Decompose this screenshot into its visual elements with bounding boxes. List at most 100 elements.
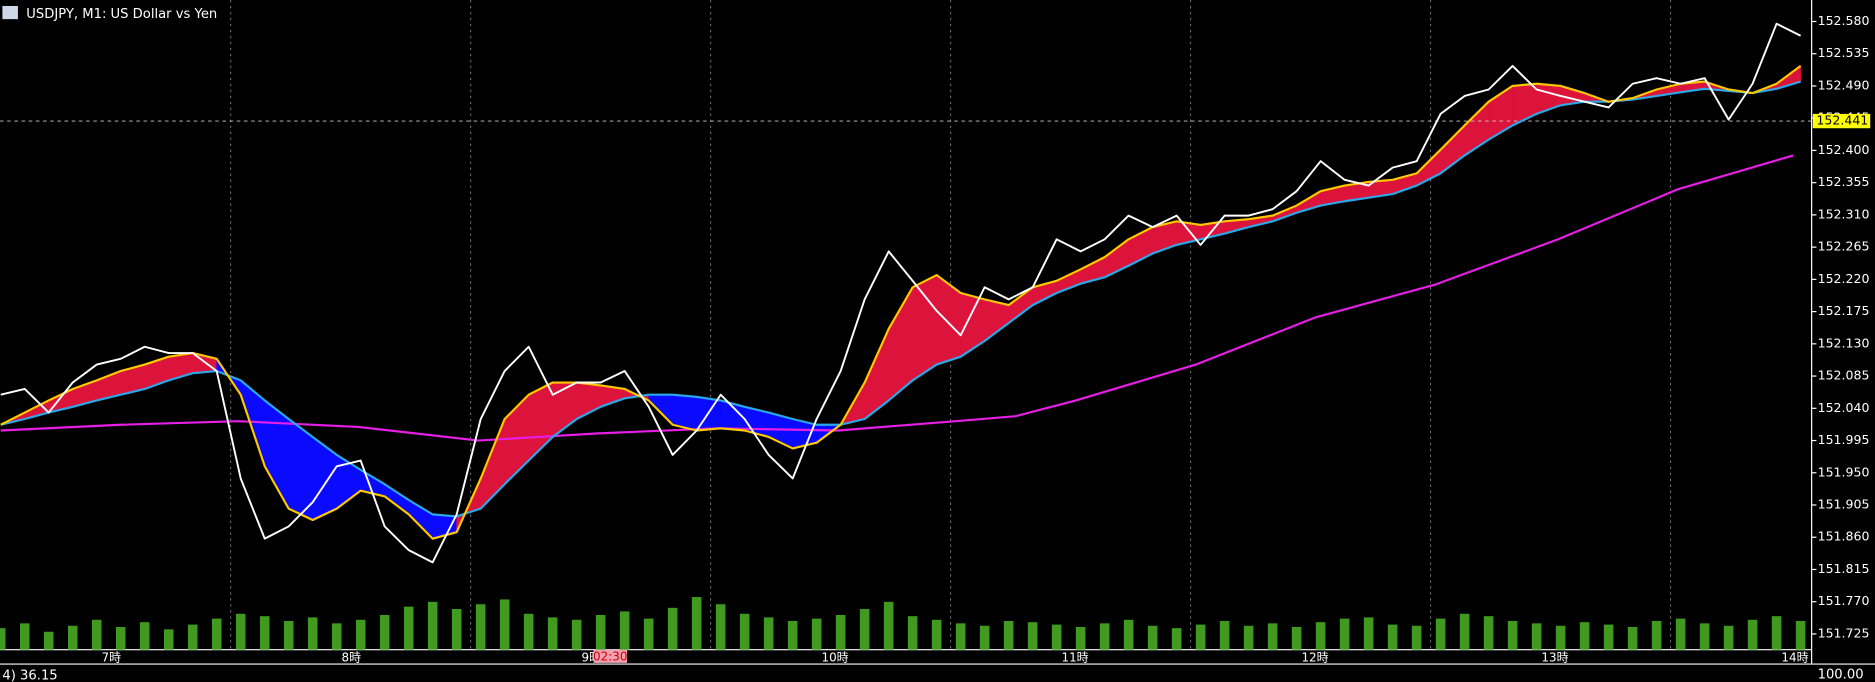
volume-bar [403,606,414,650]
volume-bar [763,617,774,650]
volume-bar [619,611,630,650]
y-tick-label: 151.725 [1818,625,1870,640]
subwindow-axis-label: 100.00 [1818,667,1864,682]
subwindow-label: 4) 36.15 [2,669,57,682]
volume-bar [1387,624,1398,650]
volume-bar [427,601,438,650]
volume-bar [1003,620,1014,650]
volume-bar [1339,618,1350,650]
volume-bar [1027,622,1038,650]
volume-bar [955,623,966,650]
volume-bar [1795,620,1806,650]
x-tick-label: 14時 [1781,651,1808,665]
volume-bar [1267,623,1278,650]
volume-bar [1315,622,1326,650]
volume-bar [43,631,54,650]
volume-bar [1531,623,1542,650]
volume-bar [235,613,246,650]
volume-bar [1243,625,1254,650]
volume-bar [1579,622,1590,650]
series-line [0,154,1794,442]
x-tick-label: 12時 [1301,651,1328,665]
volume-bar [451,609,462,650]
volume-bar [787,620,798,650]
volume-bar [91,619,102,650]
volume-bar [691,597,702,650]
volume-bar [1627,626,1638,650]
y-tick-label: 152.040 [1818,400,1870,415]
y-tick-label: 152.535 [1818,45,1870,60]
series-line [0,22,1802,564]
volume-bar [523,613,534,650]
y-tick-label: 152.355 [1818,174,1870,189]
volume-bar [643,618,654,650]
y-tick-label: 152.310 [1818,206,1870,221]
y-tick-label: 151.905 [1818,496,1870,511]
y-tick-label: 151.770 [1818,593,1870,608]
volume-bar [571,619,582,650]
volume-bar [1291,626,1302,650]
volume-bar [595,614,606,650]
volume-bar [1651,620,1662,650]
volume-bar [1147,625,1158,650]
volume-bar [1483,616,1494,650]
volume-bar [1411,625,1422,650]
volume-bar [1363,617,1374,650]
current-price-box [1812,113,1871,129]
volume-bar [931,619,942,650]
volume-bar [1171,628,1182,650]
y-tick-label: 151.995 [1818,432,1870,447]
volume-bar [211,618,222,650]
volume-bar [1555,625,1566,650]
volume-bar [883,601,894,650]
volume-bar [1219,620,1230,650]
volume-bar [475,604,486,650]
volume-bar [0,628,6,650]
volume-bar [115,626,126,650]
volume-bar [1435,618,1446,650]
y-tick-label: 152.265 [1818,239,1870,254]
y-tick-label: 151.815 [1818,561,1870,576]
volume-bar [1699,623,1710,650]
volume-bar [187,624,198,650]
volume-bar [259,616,270,650]
y-tick-label: 152.220 [1818,271,1870,286]
volume-bar [667,607,678,650]
volume-bar [1603,624,1614,650]
volume-bar [1051,624,1062,650]
volume-bar [739,613,750,650]
volume-bar [859,609,870,650]
x-tick-label: 13時 [1541,651,1568,665]
x-tick-label: 7時 [102,651,122,665]
ma-fill [912,274,937,381]
volume-bar [1507,620,1518,650]
volume-bar [1075,626,1086,650]
volume-bar [331,623,342,650]
volume-bar [499,599,510,650]
x-tick-label: 10時 [821,651,848,665]
volume-bar [1675,618,1686,650]
x-tick-label: 11時 [1061,651,1088,665]
chart-title: USDJPY, M1: US Dollar vs Yen [26,7,217,22]
y-tick-label: 151.950 [1818,464,1870,479]
volume-bar [715,604,726,650]
volume-bar [907,616,918,650]
cursor-time-label: 02:30 [593,649,627,663]
x-tick-label: 8時 [342,651,362,665]
volume-bar [283,620,294,650]
y-tick-label: 152.400 [1818,142,1870,157]
volume-bar [1099,623,1110,650]
volume-bar [1195,624,1206,650]
volume-bar [547,617,558,650]
volume-bar [979,625,990,650]
y-tick-label: 152.085 [1818,368,1870,383]
chart-icon [2,5,18,20]
volume-bar [355,619,366,650]
volume-bar [379,614,390,650]
series-line [0,80,1801,518]
volume-bar [811,618,822,650]
y-tick-label: 152.490 [1818,77,1870,92]
volume-bar [1459,613,1470,650]
